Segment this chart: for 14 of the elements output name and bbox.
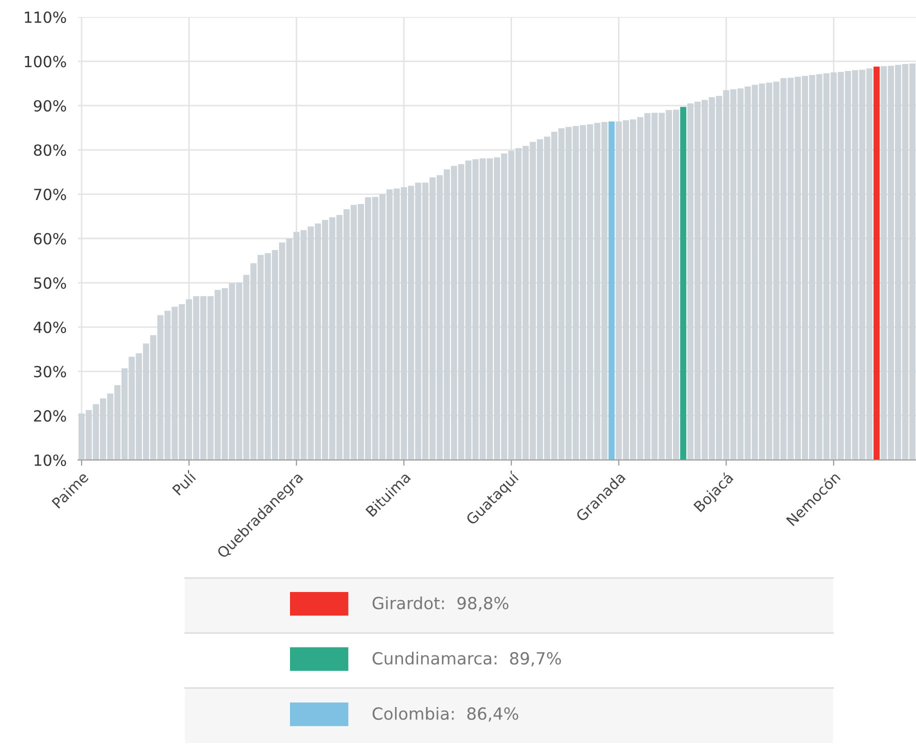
- y-tick-label: 80%: [34, 144, 66, 156]
- y-tick-label: 110%: [24, 11, 66, 24]
- legend-label: Colombia: 86,4%: [372, 707, 518, 722]
- y-tick-label: 70%: [34, 188, 66, 200]
- y-tick-label: 100%: [24, 56, 66, 68]
- y-tick-label: 20%: [34, 410, 66, 422]
- y-tick-label: 60%: [34, 232, 66, 245]
- legend-label: Girardot: 98,8%: [372, 596, 508, 612]
- y-tick-label: 40%: [34, 322, 66, 334]
- y-tick-label: 30%: [34, 366, 66, 378]
- y-tick-label: 50%: [34, 277, 66, 289]
- y-tick-label: 90%: [34, 100, 66, 112]
- legend-label: Cundinamarca: 89,7%: [372, 652, 561, 666]
- y-tick-label: 10%: [34, 454, 66, 466]
